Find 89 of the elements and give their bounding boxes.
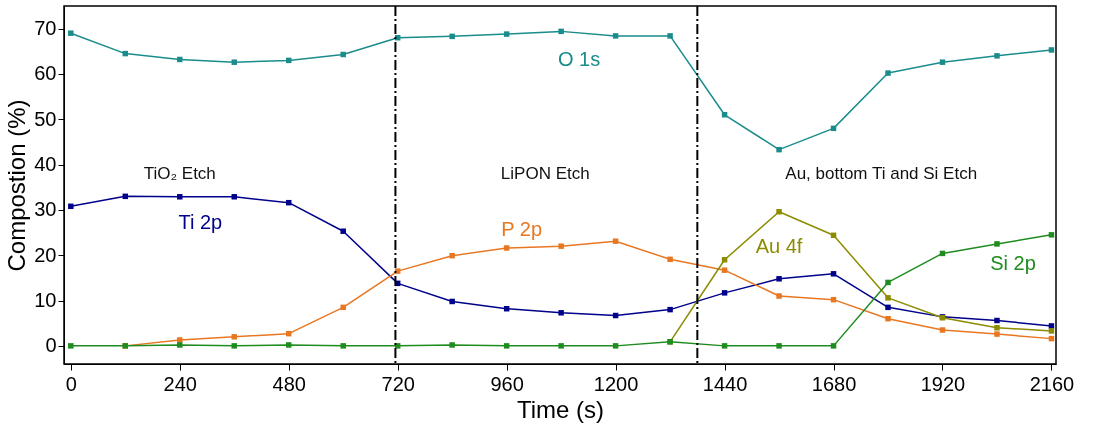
series-label: O 1s [558, 48, 601, 71]
x-tick-label: 1440 [702, 372, 748, 395]
point [285, 342, 292, 348]
point [558, 343, 564, 349]
x-tick-label: 2160 [1029, 372, 1075, 395]
y-tick-label: 70 [34, 17, 57, 40]
point [667, 33, 673, 39]
annotation: Au, bottom Ti and Si Etch [785, 163, 978, 183]
y-tick-label: 50 [34, 107, 57, 130]
x-tick-label: 960 [490, 372, 524, 395]
y-tick-label: 0 [45, 334, 57, 357]
point [503, 343, 510, 349]
point [177, 56, 183, 63]
point [394, 343, 401, 349]
point [776, 146, 782, 153]
point [776, 343, 782, 349]
point [340, 51, 346, 58]
y-tick-label: 10 [34, 289, 57, 312]
point [612, 343, 619, 349]
point [830, 343, 837, 349]
point [177, 342, 183, 348]
point [340, 343, 346, 349]
point [558, 28, 564, 35]
point [994, 53, 1000, 59]
point [885, 304, 891, 311]
x-tick-label: 720 [381, 372, 415, 395]
point [776, 276, 782, 282]
point [721, 343, 728, 349]
point [721, 267, 728, 273]
point [994, 317, 1000, 324]
point [340, 304, 346, 311]
point [231, 194, 237, 200]
point [830, 271, 837, 277]
point [231, 59, 237, 65]
point [667, 306, 673, 313]
series-label: Ti 2p [178, 211, 223, 234]
point [558, 310, 564, 316]
x-tick-label: 480 [272, 372, 306, 395]
point [231, 334, 237, 340]
x-tick-label: 1200 [593, 372, 639, 395]
y-tick-label: 20 [34, 243, 57, 266]
point [340, 228, 346, 234]
point [994, 241, 1000, 247]
point [667, 256, 673, 263]
point [558, 243, 564, 249]
annotation: LiPON Etch [500, 163, 590, 183]
point [939, 327, 946, 333]
point [449, 298, 455, 305]
annotation: TiO₂ Etch [143, 163, 216, 183]
x-tick-label: 240 [163, 372, 197, 395]
point [885, 315, 891, 322]
x-axis-title: Time (s) [516, 395, 605, 423]
point [885, 295, 891, 301]
point [721, 290, 728, 296]
x-tick-label: 1920 [920, 372, 966, 395]
point [1048, 232, 1055, 238]
x-tick-label: 1680 [811, 372, 857, 395]
point [449, 252, 455, 259]
point [994, 325, 1000, 331]
point [68, 203, 74, 210]
point [68, 343, 74, 349]
x-tick-label: 0 [65, 372, 77, 395]
point [885, 70, 891, 76]
y-axis-title: Compostion (%) [3, 99, 31, 272]
series-label: Au 4f [755, 234, 803, 257]
point [885, 279, 891, 286]
point [776, 209, 782, 215]
point [503, 31, 510, 37]
series-label: Si 2p [990, 251, 1036, 274]
point [68, 30, 74, 36]
point [177, 337, 183, 343]
y-tick-label: 30 [34, 198, 57, 221]
point [612, 33, 619, 39]
point [449, 33, 455, 40]
point [721, 257, 728, 263]
point [394, 268, 401, 274]
point [503, 245, 510, 251]
point [177, 194, 183, 200]
series-label: P 2p [501, 217, 543, 240]
point [1048, 328, 1055, 334]
point [231, 343, 237, 349]
point [939, 59, 946, 65]
y-tick-label: 40 [34, 153, 57, 176]
point [612, 238, 619, 244]
point [994, 331, 1000, 337]
point [1048, 47, 1055, 53]
point [776, 293, 782, 299]
y-tick-label: 60 [34, 62, 57, 85]
point [449, 342, 455, 348]
